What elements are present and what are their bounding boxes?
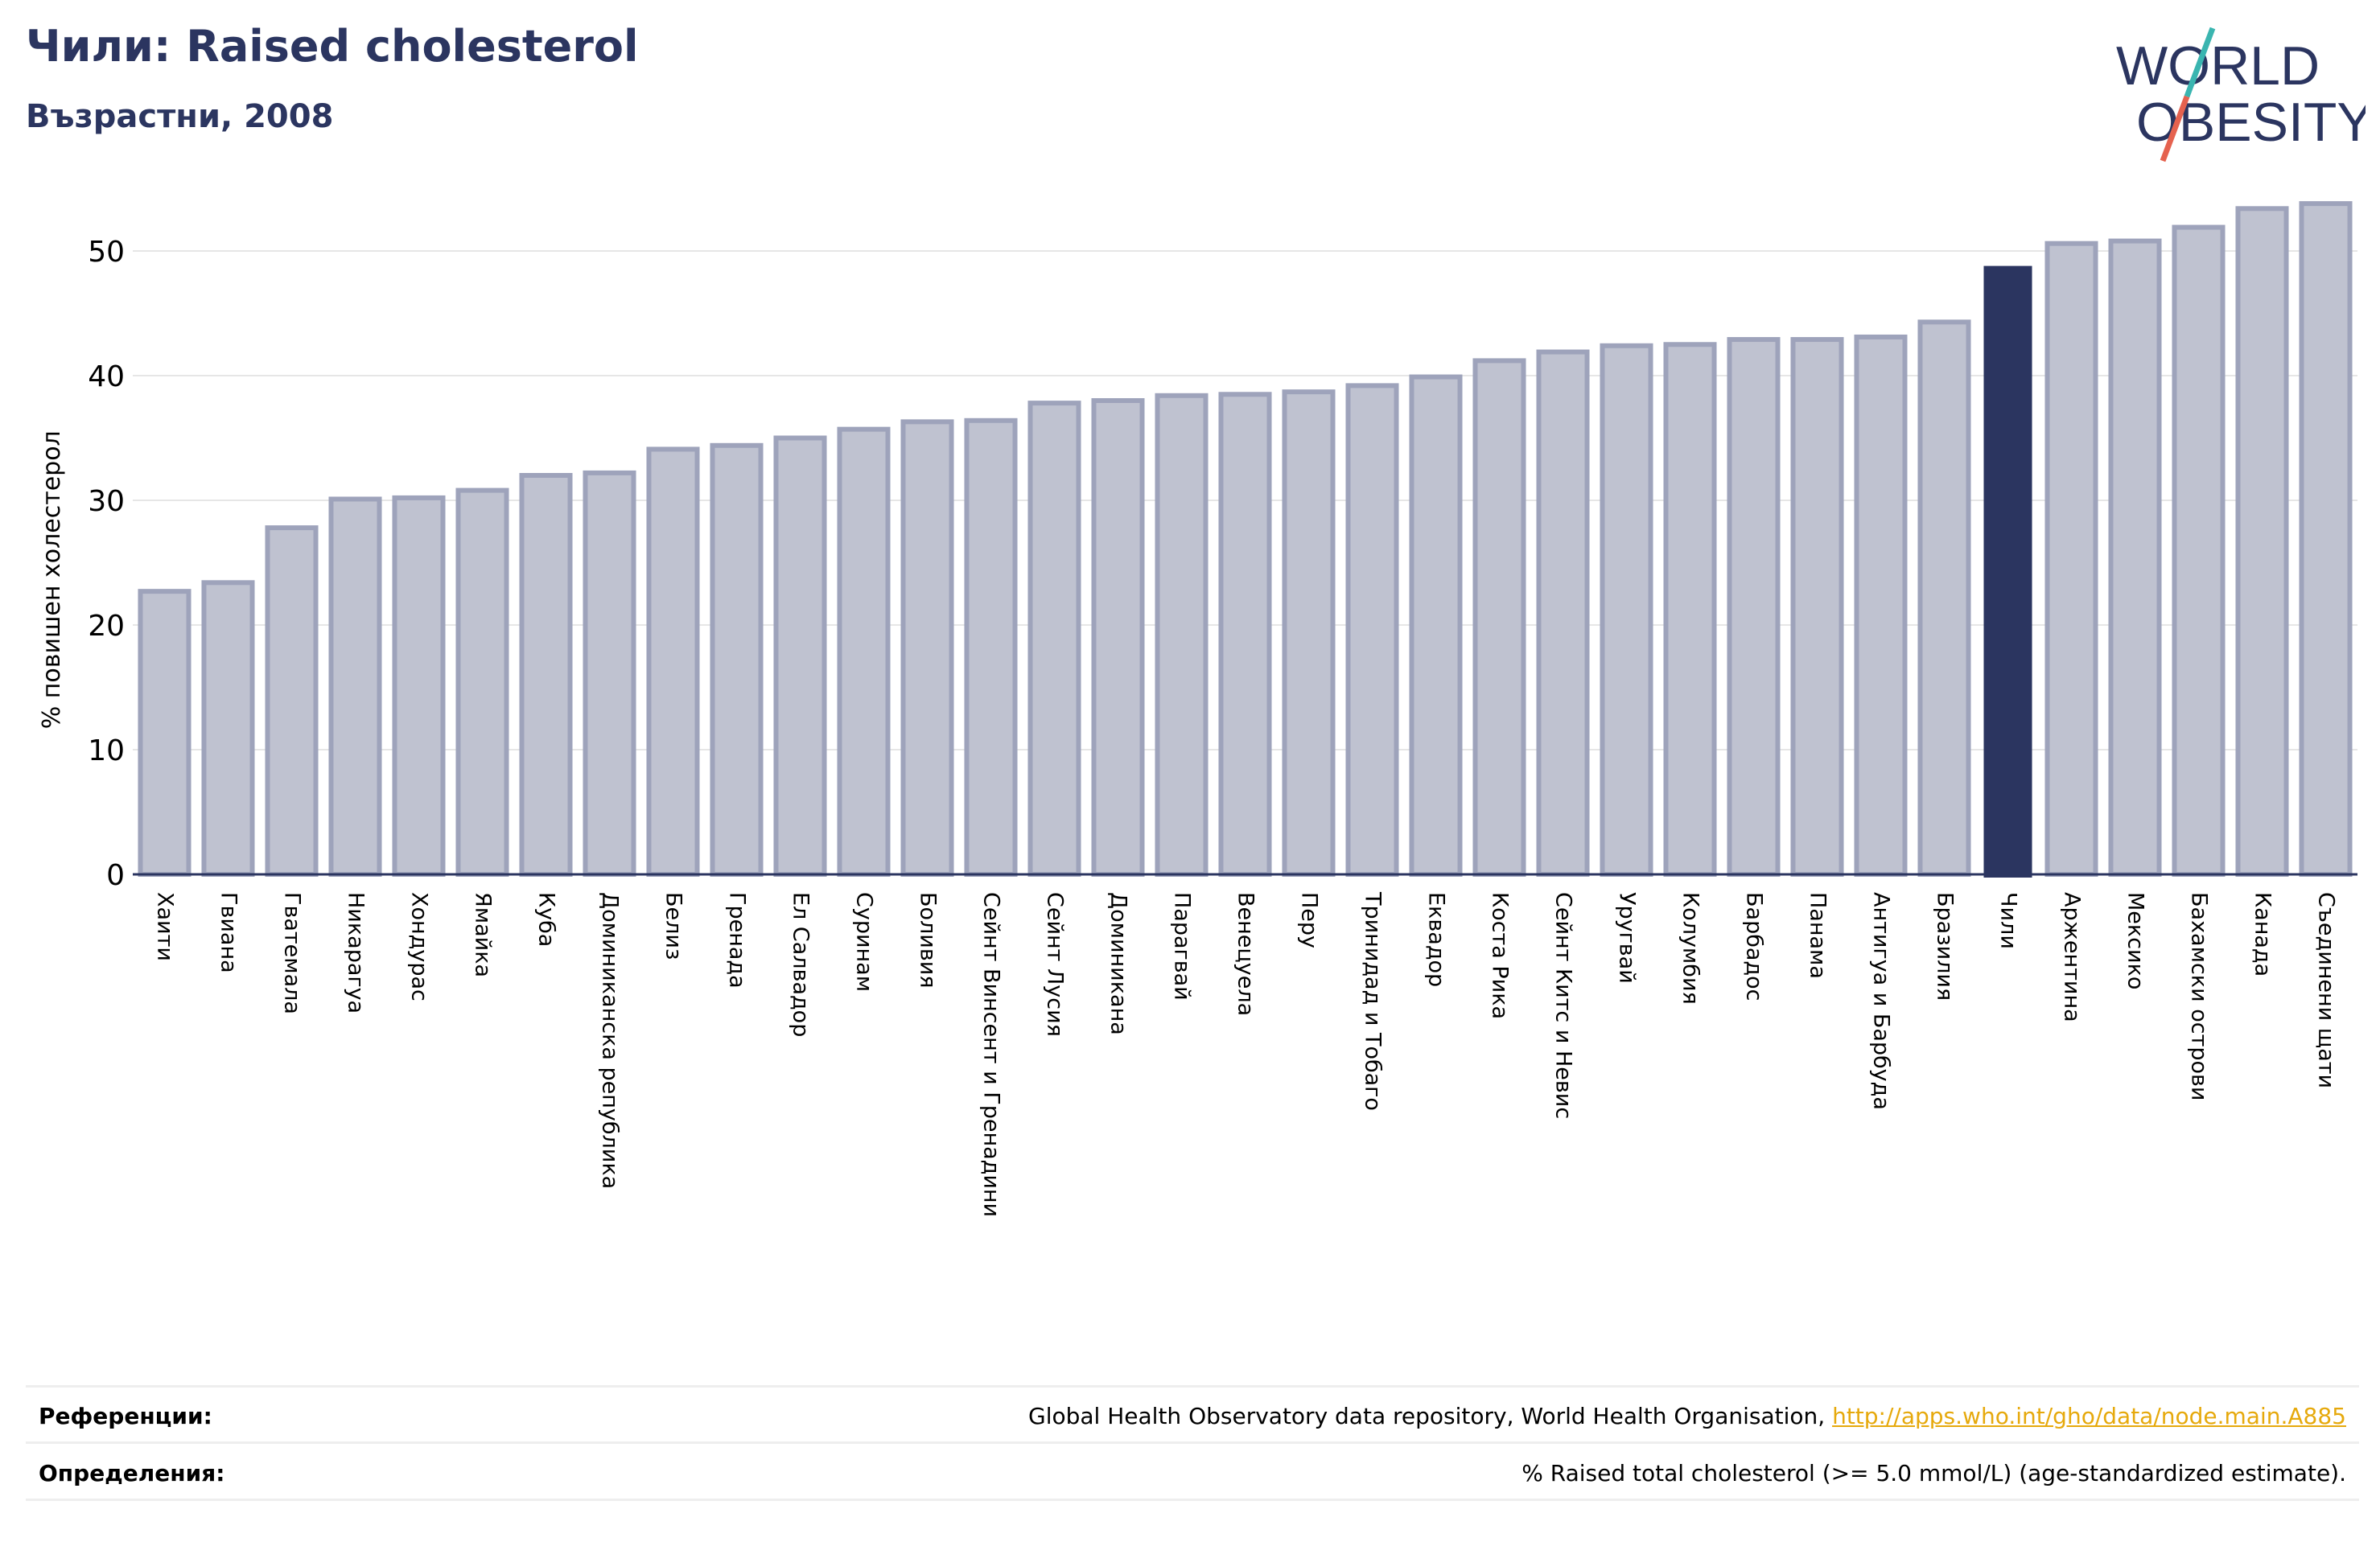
bar [1282, 389, 1336, 877]
logo-text-world: WORLD [2116, 35, 2320, 97]
x-tick-label: Антигуа и Барбуда [1869, 892, 1894, 1110]
bar [1663, 342, 1717, 877]
x-tick-label: Канада [2250, 892, 2275, 977]
bar [1091, 398, 1145, 877]
x-tick-label: Суринам [852, 892, 877, 992]
bar [2108, 238, 2162, 878]
x-tick-label: Никарагуа [344, 892, 369, 1014]
footer-divider-top [26, 1385, 2359, 1388]
x-tick-label: Доминикана [1106, 892, 1131, 1035]
x-tick-label: Чили [1996, 892, 2021, 949]
references-source: Global Health Observatory data repositor… [1028, 1403, 1833, 1429]
x-tick-label: Гренада [725, 892, 750, 989]
x-tick-label: Еквадор [1424, 892, 1449, 987]
y-axis-label: % повишен холестерол [38, 430, 66, 729]
references-label: Референции: [39, 1403, 212, 1429]
x-tick-label: Колумбия [1678, 892, 1703, 1005]
bar [328, 496, 382, 877]
bar [2172, 224, 2226, 877]
references-link[interactable]: http://apps.who.int/gho/data/node.main.A… [1832, 1403, 2346, 1429]
x-tick-label: Бахамски острови [2187, 892, 2212, 1100]
world-obesity-logo: WORLD OBESITY [2116, 27, 2366, 162]
bar [1218, 392, 1272, 877]
x-tick-label: Боливия [916, 892, 941, 989]
definitions-label: Определения: [39, 1460, 225, 1486]
x-tick-label: Мексико [2123, 892, 2148, 989]
x-tick-label: Панама [1806, 892, 1830, 979]
x-tick-label: Белиз [661, 892, 686, 960]
x-tick-label: Гватемала [280, 892, 305, 1014]
bar [392, 495, 446, 878]
bar [265, 525, 319, 877]
x-tick-label: Съединени щати [2314, 892, 2339, 1088]
x-tick-label: Куба [534, 892, 559, 947]
bar [1917, 319, 1971, 878]
bar [2235, 206, 2289, 877]
bar [1409, 374, 1463, 877]
bar [1854, 334, 1908, 877]
x-tick-label: Сейнт Лусия [1043, 892, 1068, 1037]
footer-divider-bottom [26, 1499, 2359, 1501]
bar [1600, 343, 1653, 877]
x-tick-label: Сейнт Винсент и Гренадини [979, 892, 1004, 1217]
x-tick-label: Венецуела [1233, 892, 1258, 1016]
x-tick-label: Хондурас [407, 892, 432, 1001]
x-tick-label: Сейнт Китс и Невис [1551, 892, 1576, 1119]
bar [583, 470, 636, 878]
bar [138, 589, 191, 878]
x-tick-label: Хаити [153, 892, 178, 961]
x-tick-label: Ел Салвадор [789, 892, 813, 1037]
y-tick-label: 40 [88, 360, 125, 393]
bar [773, 435, 827, 877]
y-tick-label: 0 [106, 859, 125, 892]
bar [710, 442, 764, 877]
x-tick-label: Ямайка [471, 892, 496, 977]
x-tick-label: Тринидад и Тобаго [1361, 891, 1386, 1111]
logo-slash-red [2160, 95, 2190, 162]
bar [1790, 337, 1844, 877]
bar [646, 446, 700, 877]
bar [837, 426, 891, 877]
x-tick-label: Аржентина [2060, 892, 2085, 1022]
bar [1155, 393, 1209, 877]
definitions-text: % Raised total cholesterol (>= 5.0 mmol/… [1521, 1460, 2346, 1486]
bars [138, 201, 2353, 878]
y-tick-label: 50 [88, 236, 125, 269]
bar [1345, 383, 1399, 877]
bar [1472, 358, 1526, 877]
y-axis-ticks: 0 10 20 30 40 50 [88, 236, 125, 892]
x-tick-label: Парагвай [1170, 892, 1195, 1001]
references-text: Global Health Observatory data repositor… [1028, 1403, 2346, 1429]
bar [964, 417, 1018, 877]
bar [1536, 349, 1590, 877]
bar-highlight [1983, 265, 2032, 878]
x-tick-label: Перу [1297, 892, 1322, 948]
x-tick-label: Гвиана [216, 892, 241, 973]
x-tick-label: Бразилия [1933, 892, 1958, 1001]
bar [455, 487, 509, 877]
y-tick-label: 20 [88, 610, 125, 643]
x-tick-label: Доминиканска република [598, 892, 623, 1189]
y-tick-label: 10 [88, 734, 125, 767]
x-axis-labels: Хаити Гвиана Гватемала Никарагуа Хондурас Яма… [153, 891, 2339, 1217]
chart-subtitle: Възрастни, 2008 [26, 98, 334, 135]
logo-slash-teal [2184, 27, 2216, 98]
chart-title: Чили: Raised cholesterol [26, 21, 639, 72]
bar [1727, 337, 1781, 877]
x-tick-label: Коста Рика [1488, 892, 1513, 1019]
bar [2044, 241, 2098, 877]
x-tick-label: Уругвай [1615, 892, 1640, 984]
bar [201, 580, 255, 877]
y-tick-label: 30 [88, 485, 125, 518]
bar [2299, 201, 2353, 878]
bar [900, 419, 954, 877]
bar [1027, 401, 1081, 878]
footer-divider-middle [26, 1441, 2359, 1444]
bar-chart: 0 10 20 30 40 50 Хаити Гвиана Гватемала Никарагу… [38, 201, 2357, 1217]
bar [519, 473, 573, 877]
x-tick-label: Барбадос [1742, 892, 1767, 1001]
